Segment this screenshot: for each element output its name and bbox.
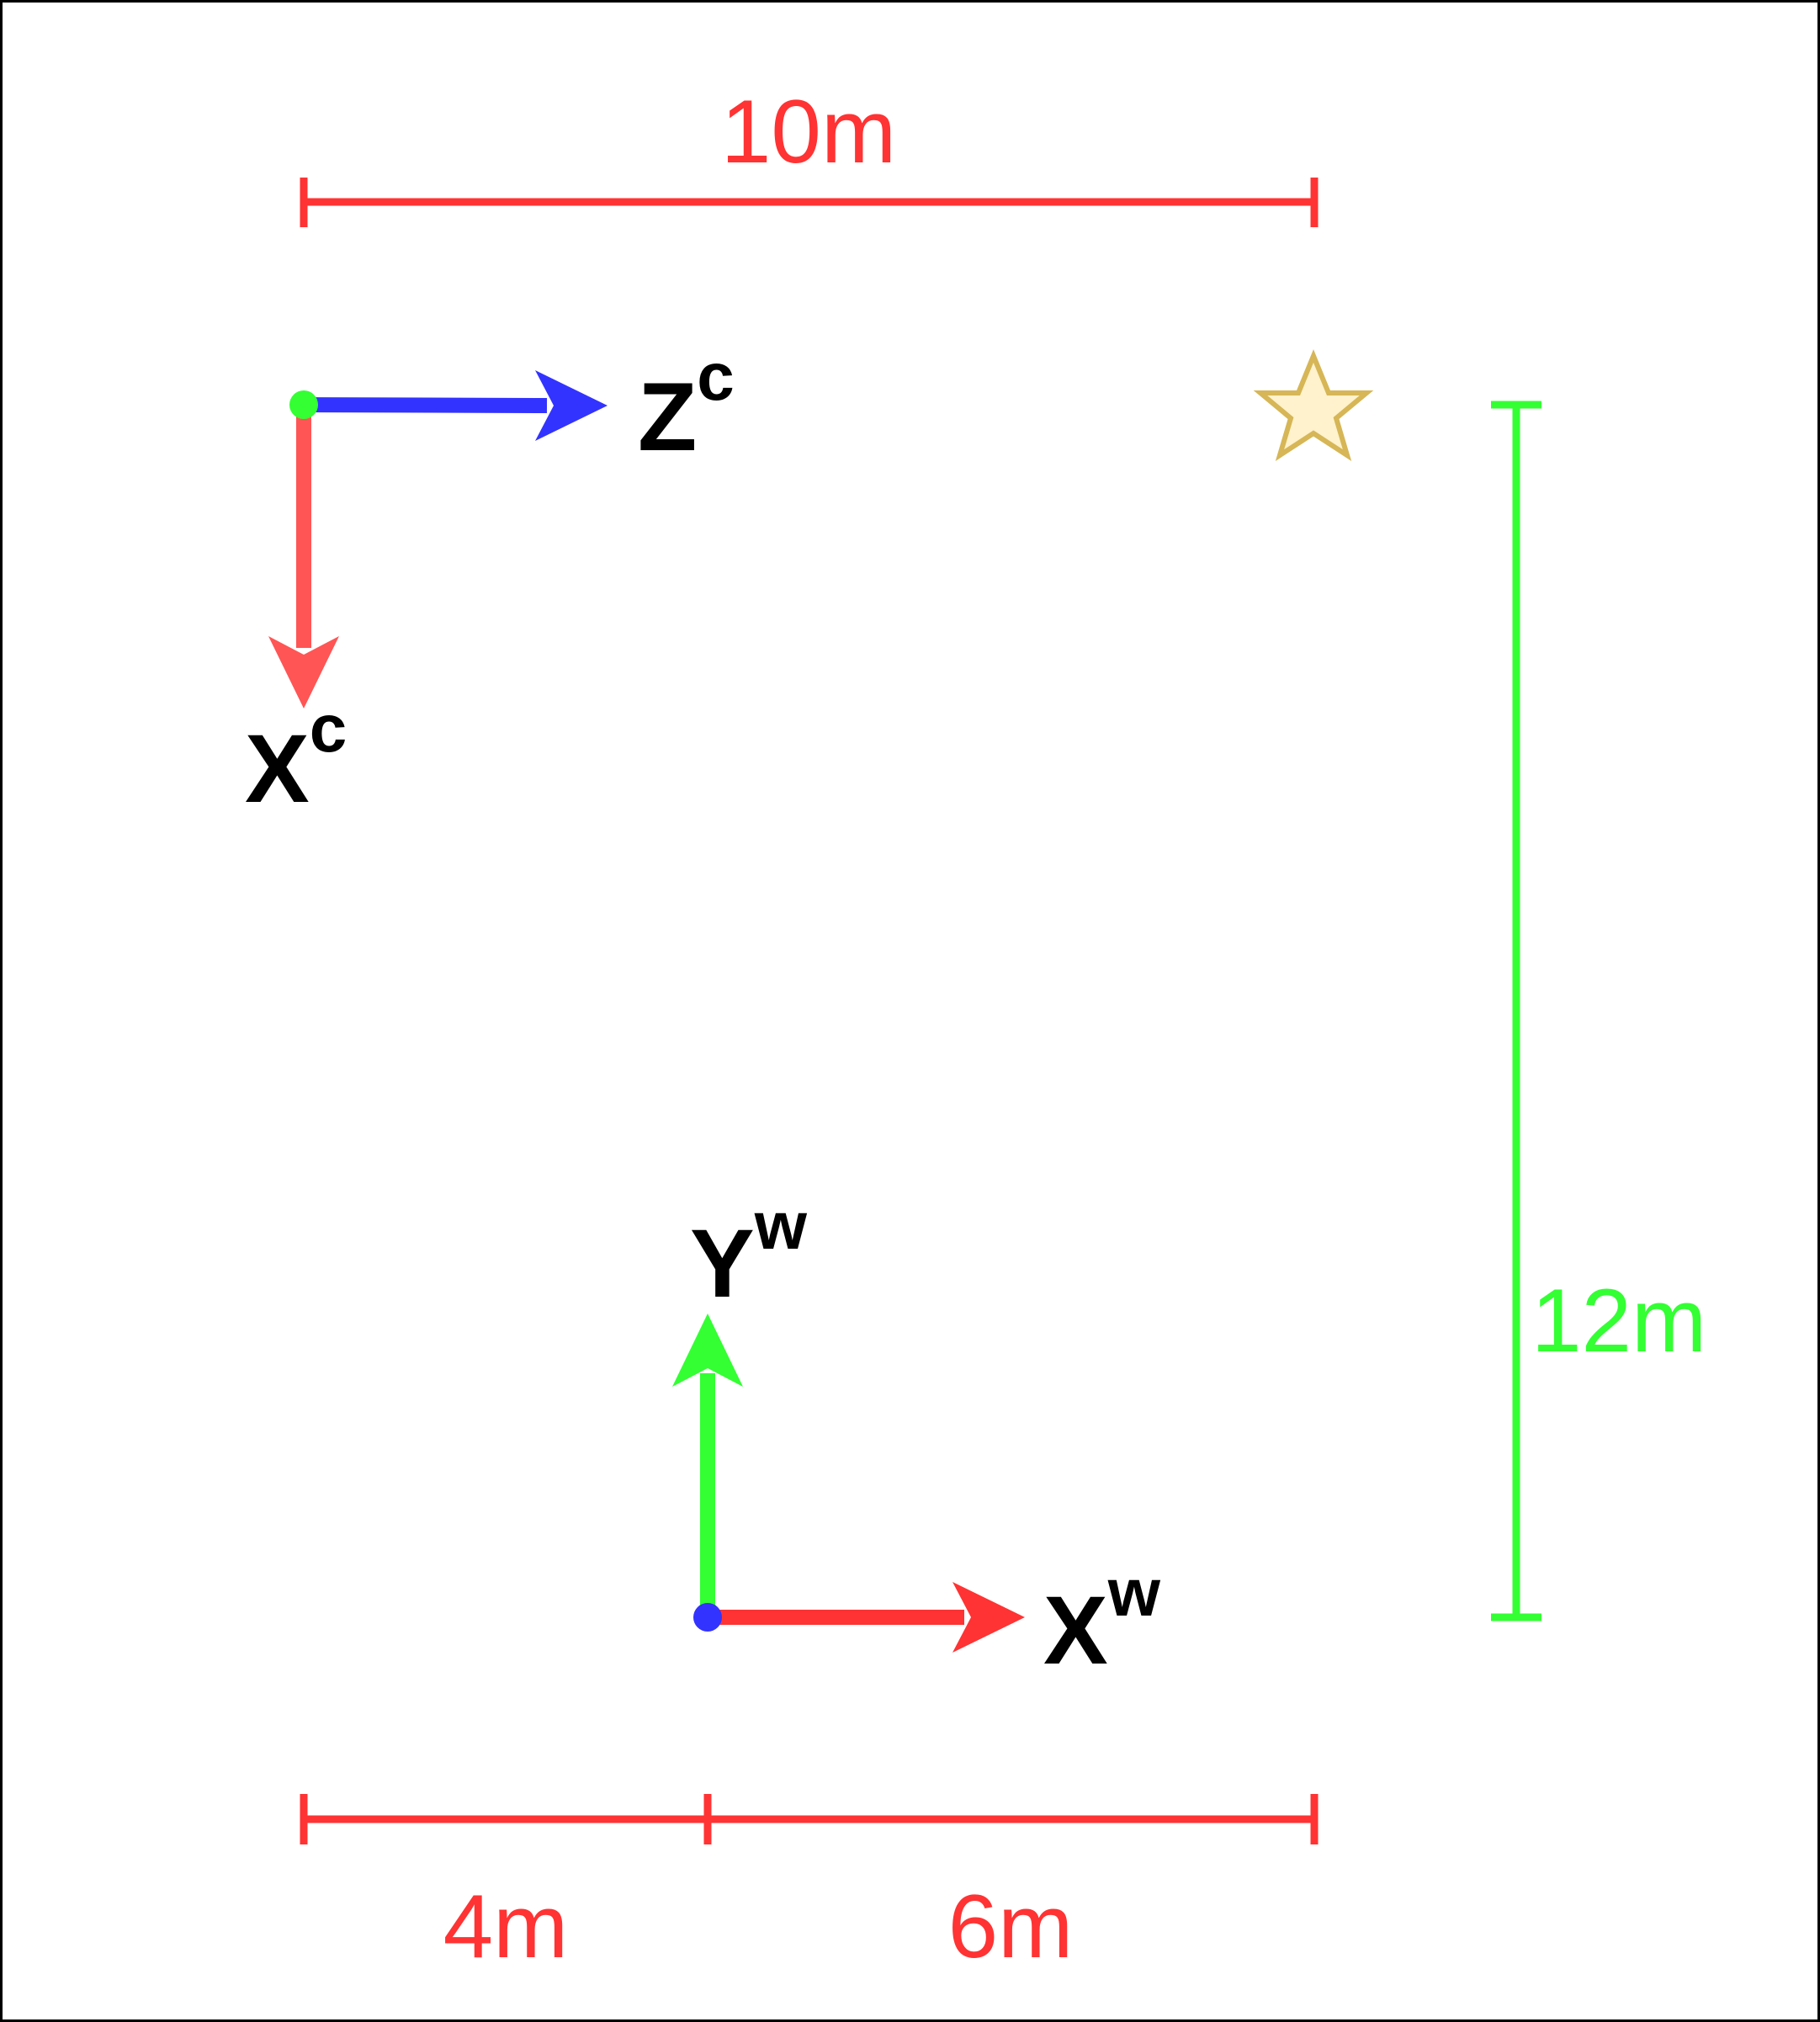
camera-origin-dot	[289, 390, 318, 419]
world-y-axis-arrowhead	[672, 1314, 743, 1387]
camera-frame	[268, 370, 608, 708]
camera-z-axis-arrowhead	[535, 370, 608, 441]
dimension-right-label: 12m	[1531, 1270, 1706, 1371]
world-x-axis-arrowhead	[952, 1582, 1025, 1653]
world-x-axis-label: Xw	[1043, 1555, 1161, 1685]
camera-z-axis-base: Z	[638, 364, 697, 471]
camera-z-axis-label: Zc	[638, 339, 735, 471]
world-y-axis-label: Yw	[690, 1188, 808, 1318]
camera-z-axis-shaft	[303, 397, 548, 413]
dimension-top	[300, 178, 1319, 227]
dimension-top-label: 10m	[721, 81, 896, 182]
world-x-axis-base: X	[1043, 1577, 1108, 1685]
star-icon	[1253, 349, 1374, 461]
camera-z-axis-sup: c	[697, 339, 735, 414]
dimension-bottom-right-label: 6m	[948, 1876, 1074, 1977]
world-y-axis-sup: w	[754, 1188, 808, 1263]
world-x-axis-sup: w	[1107, 1555, 1161, 1630]
world-origin-dot	[693, 1603, 722, 1632]
camera-x-axis-label: Xc	[245, 691, 347, 823]
camera-x-axis-sup: c	[310, 691, 348, 766]
world-frame	[672, 1314, 1025, 1653]
dimension-right	[1491, 401, 1541, 1621]
dimension-bottom	[300, 1794, 1319, 1844]
dimension-bottom-left-label: 4m	[443, 1876, 569, 1977]
camera-x-axis-base: X	[245, 715, 310, 823]
world-y-axis-base: Y	[690, 1210, 755, 1318]
camera-x-axis-arrowhead	[268, 636, 339, 708]
